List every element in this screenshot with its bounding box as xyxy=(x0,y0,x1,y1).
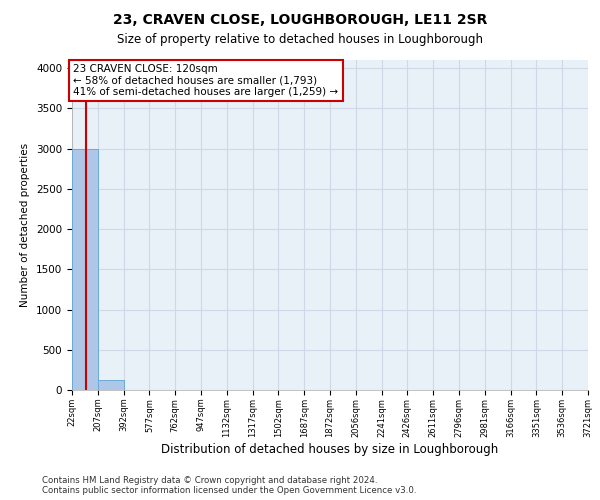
Text: 23 CRAVEN CLOSE: 120sqm
← 58% of detached houses are smaller (1,793)
41% of semi: 23 CRAVEN CLOSE: 120sqm ← 58% of detache… xyxy=(73,64,338,97)
Text: Size of property relative to detached houses in Loughborough: Size of property relative to detached ho… xyxy=(117,32,483,46)
Bar xyxy=(72,148,98,390)
Bar xyxy=(98,380,124,390)
Text: 23, CRAVEN CLOSE, LOUGHBOROUGH, LE11 2SR: 23, CRAVEN CLOSE, LOUGHBOROUGH, LE11 2SR xyxy=(113,12,487,26)
Text: Distribution of detached houses by size in Loughborough: Distribution of detached houses by size … xyxy=(161,442,499,456)
Text: Contains HM Land Registry data © Crown copyright and database right 2024.
Contai: Contains HM Land Registry data © Crown c… xyxy=(42,476,416,495)
Y-axis label: Number of detached properties: Number of detached properties xyxy=(20,143,31,307)
